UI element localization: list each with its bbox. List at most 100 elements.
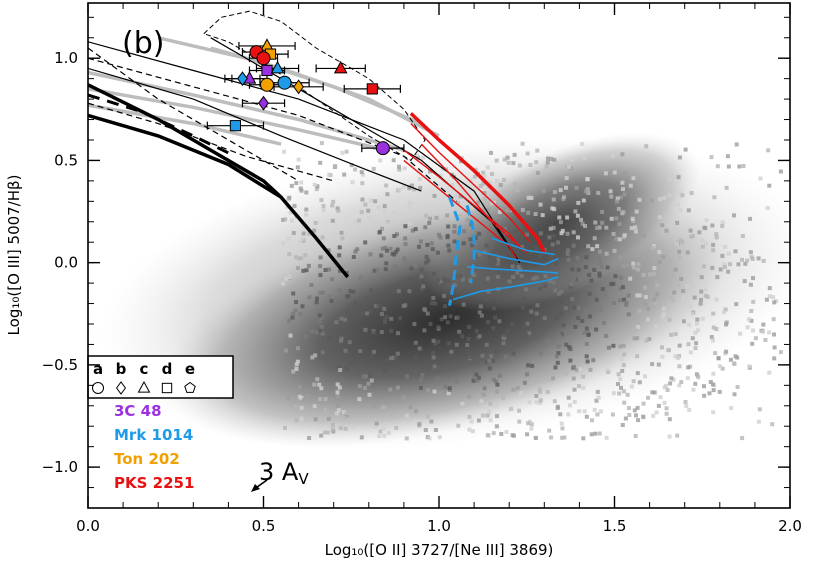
blue-model-track	[465, 205, 476, 284]
density-pixel	[487, 180, 492, 185]
density-pixel	[771, 317, 776, 322]
density-pixel	[317, 319, 322, 324]
density-pixel	[334, 320, 339, 325]
density-pixel	[574, 367, 579, 372]
density-pixel	[589, 278, 594, 283]
density-pixel	[711, 338, 715, 343]
density-pixel	[652, 297, 657, 302]
density-pixel	[569, 282, 574, 287]
density-pixel	[580, 319, 585, 323]
density-pixel	[564, 185, 568, 190]
density-pixel	[358, 399, 363, 404]
legend-object-label: PKS 2251	[114, 474, 194, 492]
density-pixel	[520, 245, 524, 249]
density-pixel	[562, 195, 566, 200]
density-pixel	[432, 193, 437, 198]
density-pixel	[507, 295, 512, 300]
density-pixel	[699, 289, 704, 294]
density-pixel	[379, 330, 384, 335]
density-pixel	[533, 435, 538, 440]
density-pixel	[334, 232, 339, 237]
density-pixel	[710, 382, 715, 387]
density-pixel	[621, 210, 626, 215]
density-pixel	[303, 253, 308, 258]
density-pixel	[538, 351, 543, 356]
density-pixel	[495, 382, 500, 387]
data-point-triangle	[333, 60, 348, 74]
density-pixel	[479, 399, 484, 404]
density-pixel	[489, 354, 494, 359]
y-tick-label: −1.0	[42, 458, 78, 476]
density-pixel	[722, 310, 726, 315]
density-pixel	[621, 297, 626, 302]
density-pixel	[458, 194, 463, 199]
density-pixel	[590, 247, 595, 252]
density-pixel	[528, 250, 533, 255]
density-pixel	[329, 299, 334, 304]
density-pixel	[700, 316, 705, 321]
density-pixel	[658, 395, 663, 400]
density-pixel	[312, 404, 317, 409]
density-pixel	[335, 206, 340, 211]
density-pixel	[457, 329, 462, 334]
density-pixel	[685, 250, 690, 255]
density-pixel	[283, 217, 288, 222]
density-pixel	[374, 304, 379, 308]
density-pixel	[407, 276, 412, 281]
density-pixel	[490, 201, 494, 206]
density-pixel	[337, 385, 342, 390]
density-pixel	[720, 253, 725, 258]
density-pixel	[291, 311, 296, 316]
density-pixel	[468, 237, 473, 242]
density-pixel	[409, 266, 414, 271]
density-pixel	[553, 288, 558, 293]
blue-model-track	[491, 237, 555, 256]
density-pixel	[577, 277, 582, 282]
density-pixel	[501, 177, 506, 182]
density-pixel	[355, 247, 360, 252]
density-pixel	[313, 221, 318, 225]
density-pixel	[286, 236, 291, 241]
density-pixel	[587, 311, 592, 316]
density-pixel	[407, 186, 412, 191]
density-pixel	[511, 275, 515, 279]
density-pixel	[365, 362, 370, 367]
density-pixel	[548, 279, 553, 284]
density-pixel	[475, 200, 480, 205]
density-pixel	[750, 256, 755, 261]
density-pixel	[751, 328, 755, 333]
density-pixel	[687, 407, 692, 412]
density-pixel	[764, 297, 769, 302]
density-pixel	[352, 219, 357, 224]
density-pixel	[299, 180, 304, 185]
density-pixel	[384, 261, 389, 266]
density-pixel	[613, 274, 618, 279]
density-pixel	[581, 385, 586, 390]
density-pixel	[343, 317, 348, 322]
density-pixel	[294, 181, 299, 186]
density-pixel	[568, 285, 573, 289]
density-pixel	[534, 394, 539, 398]
density-pixel	[287, 318, 292, 323]
density-pixel	[394, 425, 399, 430]
density-pixel	[428, 216, 433, 221]
density-pixel	[442, 293, 447, 298]
density-pixel	[381, 426, 386, 431]
density-pixel	[335, 394, 340, 399]
density-pixel	[651, 245, 656, 250]
density-pixel	[711, 388, 716, 393]
density-pixel	[337, 245, 342, 250]
density-pixel	[377, 434, 382, 439]
density-pixel	[455, 201, 460, 206]
density-pixel	[592, 236, 597, 241]
density-pixel	[437, 435, 442, 440]
density-pixel	[360, 197, 365, 202]
density-pixel	[584, 354, 589, 359]
density-pixel	[632, 336, 637, 341]
density-pixel	[353, 249, 358, 254]
svg-text:3 AV: 3 AV	[259, 458, 309, 488]
density-pixel	[556, 177, 561, 181]
density-pixel	[389, 328, 394, 333]
density-pixel	[482, 386, 487, 391]
density-pixel	[563, 306, 568, 311]
